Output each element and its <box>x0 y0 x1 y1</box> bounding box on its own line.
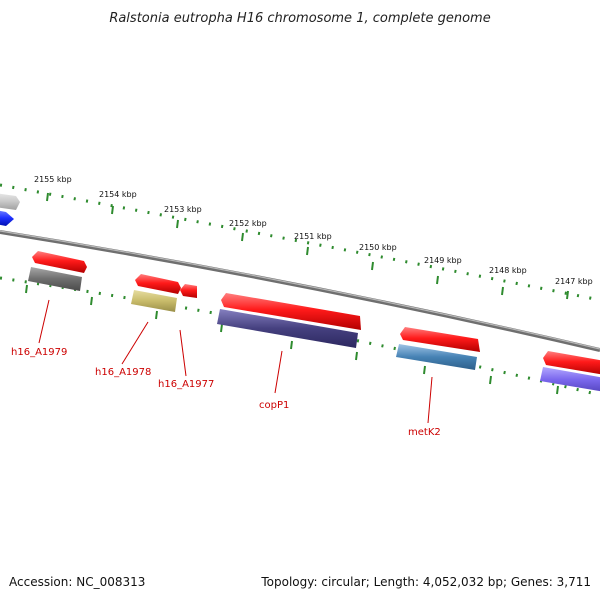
chromosome-backbone <box>0 230 600 352</box>
cds-track <box>32 251 600 375</box>
gene-label-h16-A1977[interactable]: h16_A1977 <box>158 379 214 390</box>
feature-right-edge <box>540 367 600 392</box>
label-leaders <box>38 299 433 424</box>
feature-light-gray-left <box>0 193 20 210</box>
feature-h16-A1979[interactable] <box>28 267 82 291</box>
ruler-label-2151: 2151 kbp <box>294 232 332 241</box>
chromosome-backbone-highlight <box>0 230 600 350</box>
cds-copP1[interactable] <box>221 293 361 330</box>
ruler-label-2148: 2148 kbp <box>489 266 527 275</box>
product-track <box>28 267 600 392</box>
feature-metK2[interactable] <box>396 344 477 370</box>
feature-copP1[interactable] <box>217 309 358 348</box>
ruler-label-2152: 2152 kbp <box>229 219 267 228</box>
gene-label-h16-A1978[interactable]: h16_A1978 <box>95 367 151 378</box>
gene-label-copP1[interactable]: copP1 <box>259 400 289 411</box>
outer-ruler-labels: 2155 kbp 2154 kbp 2153 kbp 2152 kbp 2151… <box>34 175 593 286</box>
cds-h16-A1978[interactable] <box>135 274 181 294</box>
cds-h16-A1977[interactable] <box>180 284 197 298</box>
cds-metK2[interactable] <box>400 327 480 352</box>
ruler-label-2153: 2153 kbp <box>164 205 202 214</box>
feature-blue-left <box>0 210 14 226</box>
topology-summary-text: Topology: circular; Length: 4,052,032 bp… <box>260 575 591 589</box>
ruler-label-2154: 2154 kbp <box>99 190 137 199</box>
ruler-label-2150: 2150 kbp <box>359 243 397 252</box>
ruler-label-2155: 2155 kbp <box>34 175 72 184</box>
cds-h16-A1979[interactable] <box>32 251 87 273</box>
ruler-label-2147: 2147 kbp <box>555 277 593 286</box>
cds-right-edge <box>543 351 600 375</box>
feature-h16-A1978[interactable] <box>131 290 177 312</box>
inner-ruler-dots <box>0 276 600 397</box>
inner-ruler-ticks <box>25 284 559 395</box>
map-title: Ralstonia eutropha H16 chromosome 1, com… <box>109 11 490 26</box>
ruler-label-2149: 2149 kbp <box>424 256 462 265</box>
gene-label-h16-A1979[interactable]: h16_A1979 <box>11 347 67 358</box>
outer-ruler-ticks <box>46 192 569 300</box>
accession-text: Accession: NC_008313 <box>9 575 145 589</box>
gene-label-metK2[interactable]: metK2 <box>408 427 441 438</box>
outer-ruler-dots <box>0 183 600 302</box>
gene-labels: h16_A1979 h16_A1978 h16_A1977 copP1 metK… <box>11 347 441 438</box>
